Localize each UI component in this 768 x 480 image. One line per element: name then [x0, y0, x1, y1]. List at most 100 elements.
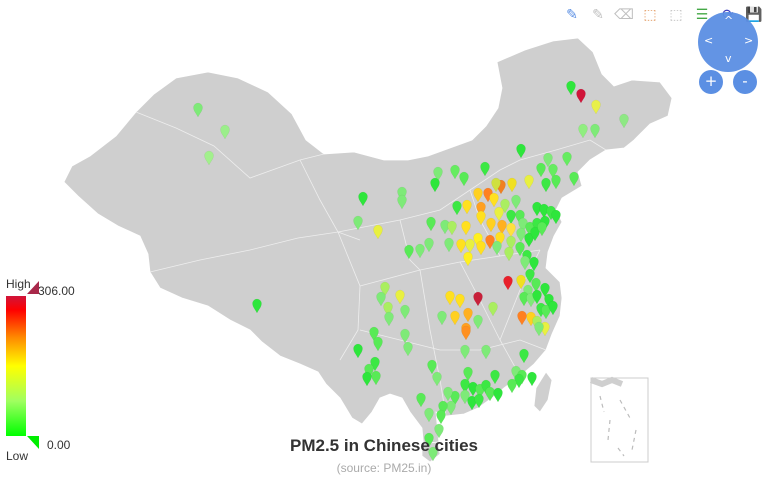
save-image-icon[interactable]: 💾	[745, 5, 763, 22]
city-pin[interactable]	[474, 393, 484, 409]
city-pin[interactable]	[506, 235, 516, 251]
pan-down-button[interactable]: v	[725, 52, 732, 65]
city-pin[interactable]	[578, 123, 588, 139]
pan-right-button[interactable]: >	[744, 34, 754, 47]
city-pin[interactable]	[430, 177, 440, 193]
city-pin[interactable]	[403, 341, 413, 357]
city-pin[interactable]	[541, 304, 551, 320]
city-pin[interactable]	[400, 328, 410, 344]
city-pin[interactable]	[524, 174, 534, 190]
city-pin[interactable]	[373, 224, 383, 240]
city-pin[interactable]	[529, 256, 539, 272]
city-pin[interactable]	[516, 227, 526, 243]
city-pin[interactable]	[463, 366, 473, 382]
city-pin[interactable]	[426, 216, 436, 232]
city-pin[interactable]	[494, 206, 504, 222]
city-pin[interactable]	[380, 281, 390, 297]
city-pin[interactable]	[591, 99, 601, 115]
city-pin[interactable]	[507, 177, 517, 193]
city-pin[interactable]	[566, 80, 576, 96]
city-pin[interactable]	[383, 301, 393, 317]
city-pin[interactable]	[450, 164, 460, 180]
city-pin[interactable]	[404, 244, 414, 260]
city-pin[interactable]	[517, 310, 527, 326]
city-pin[interactable]	[527, 371, 537, 387]
city-pin[interactable]	[540, 282, 550, 298]
city-pin[interactable]	[353, 343, 363, 359]
city-pin[interactable]	[551, 174, 561, 190]
city-pin[interactable]	[252, 298, 262, 314]
city-pin[interactable]	[204, 150, 214, 166]
legend-max-handle[interactable]	[27, 281, 39, 294]
data-view-icon[interactable]: ☰	[695, 5, 709, 22]
city-pin[interactable]	[465, 238, 475, 254]
city-pin[interactable]	[543, 152, 553, 168]
city-pin[interactable]	[395, 289, 405, 305]
city-pin[interactable]	[460, 378, 470, 394]
city-pin[interactable]	[500, 198, 510, 214]
pan-up-button[interactable]: ^	[724, 14, 734, 27]
city-pin[interactable]	[490, 369, 500, 385]
city-pin[interactable]	[562, 151, 572, 167]
city-pin[interactable]	[456, 238, 466, 254]
city-pin[interactable]	[492, 240, 502, 256]
roam-controller[interactable]: ^ < > v	[698, 12, 758, 72]
city-pin[interactable]	[452, 200, 462, 216]
city-pin[interactable]	[424, 407, 434, 423]
city-pin[interactable]	[480, 161, 490, 177]
city-pin[interactable]	[428, 446, 438, 462]
city-pin[interactable]	[497, 219, 507, 235]
zoom-out-button[interactable]: -	[733, 70, 757, 94]
city-pin[interactable]	[461, 220, 471, 236]
city-pin[interactable]	[427, 359, 437, 375]
city-pin[interactable]	[424, 432, 434, 448]
city-pin[interactable]	[541, 177, 551, 193]
city-pin[interactable]	[459, 171, 469, 187]
city-pin[interactable]	[353, 215, 363, 231]
data-zoom-reset-icon[interactable]: ⬚	[669, 5, 683, 22]
pan-left-button[interactable]: <	[704, 34, 714, 47]
city-pin[interactable]	[525, 268, 535, 284]
city-pin[interactable]	[362, 371, 372, 387]
mark-undo-icon[interactable]: ✎	[592, 5, 604, 22]
city-pin[interactable]	[373, 336, 383, 352]
city-pin[interactable]	[473, 291, 483, 307]
city-pin[interactable]	[473, 187, 483, 203]
city-pin[interactable]	[548, 163, 558, 179]
city-pin[interactable]	[493, 387, 503, 403]
city-pin[interactable]	[450, 390, 460, 406]
city-pin[interactable]	[447, 220, 457, 236]
city-pin[interactable]	[434, 423, 444, 439]
city-pin[interactable]	[433, 166, 443, 182]
city-pin[interactable]	[504, 246, 514, 262]
city-pin[interactable]	[511, 194, 521, 210]
city-pin[interactable]	[534, 321, 544, 337]
city-pin[interactable]	[516, 143, 526, 159]
city-pin[interactable]	[519, 348, 529, 364]
city-pin[interactable]	[461, 325, 471, 341]
city-pin[interactable]	[462, 199, 472, 215]
city-pin[interactable]	[220, 124, 230, 140]
city-pin[interactable]	[437, 310, 447, 326]
city-pin[interactable]	[590, 123, 600, 139]
city-pin[interactable]	[569, 171, 579, 187]
city-pin[interactable]	[507, 378, 517, 394]
city-pin[interactable]	[440, 219, 450, 235]
city-pin[interactable]	[524, 232, 534, 248]
city-pin[interactable]	[400, 304, 410, 320]
city-pin[interactable]	[397, 186, 407, 202]
city-pin[interactable]	[491, 177, 501, 193]
city-pin[interactable]	[415, 243, 425, 259]
city-pin[interactable]	[445, 290, 455, 306]
city-pin[interactable]	[515, 241, 525, 257]
zoom-in-button[interactable]: +	[699, 70, 723, 94]
city-pin[interactable]	[530, 226, 540, 242]
city-pin[interactable]	[455, 293, 465, 309]
city-pin[interactable]	[376, 291, 386, 307]
city-pin[interactable]	[548, 300, 558, 316]
city-pin[interactable]	[576, 88, 586, 104]
city-pin[interactable]	[443, 386, 453, 402]
city-pin[interactable]	[481, 344, 491, 360]
city-pin[interactable]	[473, 314, 483, 330]
